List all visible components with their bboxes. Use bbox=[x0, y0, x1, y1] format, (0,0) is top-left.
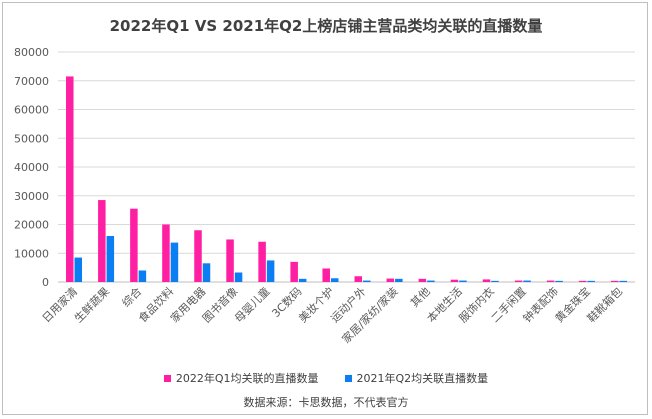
chart-frame: 2022年Q1 VS 2021年Q2上榜店铺主营品类均关联的直播数量 0 1000… bbox=[2, 2, 648, 415]
legend-item-series-2: 2021年Q2均关联直播数量 bbox=[344, 370, 489, 386]
bar-series-1 bbox=[482, 279, 491, 282]
chart-title: 2022年Q1 VS 2021年Q2上榜店铺主营品类均关联的直播数量 bbox=[109, 17, 543, 35]
bar-series-2 bbox=[491, 280, 499, 282]
bar-chart: 0 10000 20000 30000 40000 50000 60000 70000 8000… bbox=[14, 46, 635, 346]
bar-series-2 bbox=[395, 278, 403, 282]
bar-series-1 bbox=[450, 279, 459, 282]
bar-series-2 bbox=[523, 280, 531, 282]
x-tick-label: 生鲜蔬果 bbox=[71, 284, 112, 325]
bar-series-2 bbox=[330, 278, 339, 282]
bar-series-1 bbox=[98, 200, 106, 282]
y-tick-label: 30000 bbox=[14, 190, 49, 203]
bar-series-1 bbox=[354, 276, 363, 282]
bar-series-2 bbox=[619, 280, 627, 282]
bar-series-1 bbox=[130, 208, 138, 282]
bar-series-1 bbox=[610, 280, 619, 282]
legend-swatch-series-1 bbox=[163, 374, 171, 382]
bar-series-2 bbox=[106, 236, 115, 282]
x-tick-label: 鞋靴箱包 bbox=[584, 284, 625, 325]
bar-series-2 bbox=[234, 272, 243, 282]
bar-series-1 bbox=[226, 239, 234, 282]
legend-label-series-1: 2022年Q1均关联的直播数量 bbox=[175, 372, 319, 385]
chart-legend: 2022年Q1均关联的直播数量 2021年Q2均关联直播数量 bbox=[3, 370, 649, 386]
x-tick-label: 家居/家纺/家装 bbox=[339, 284, 401, 346]
bar-series-2 bbox=[587, 280, 595, 282]
bar-series-2 bbox=[363, 280, 371, 282]
y-tick-label: 0 bbox=[42, 276, 49, 289]
y-tick-label: 20000 bbox=[14, 219, 49, 232]
bar-series-2 bbox=[266, 260, 275, 282]
bar-series-2 bbox=[555, 280, 563, 282]
y-tick-label: 50000 bbox=[14, 132, 49, 145]
bar-series-1 bbox=[290, 261, 298, 282]
bar-series-1 bbox=[162, 224, 170, 282]
legend-label-series-2: 2021年Q2均关联直播数量 bbox=[356, 372, 489, 385]
bar-series-1 bbox=[66, 76, 74, 282]
bar-series-2 bbox=[298, 278, 307, 282]
x-tick-label: 母婴儿童 bbox=[231, 284, 272, 325]
y-tick-label: 60000 bbox=[14, 104, 49, 117]
bar-series-1 bbox=[322, 268, 330, 282]
bar-series-1 bbox=[194, 230, 202, 282]
x-tick-label: 综合 bbox=[119, 284, 144, 309]
bar-series-1 bbox=[258, 241, 266, 282]
bar-series-2 bbox=[427, 280, 435, 282]
bar-series-1 bbox=[514, 280, 523, 282]
bar-series-2 bbox=[74, 257, 83, 282]
bar-series-2 bbox=[170, 242, 179, 282]
y-tick-label: 40000 bbox=[14, 161, 49, 174]
bar-series-1 bbox=[386, 278, 395, 282]
x-tick-label: 其他 bbox=[408, 285, 433, 310]
bar-series-1 bbox=[546, 280, 555, 282]
y-tick-label: 70000 bbox=[14, 75, 49, 88]
bar-series-2 bbox=[138, 270, 147, 282]
bar-series-2 bbox=[202, 263, 211, 282]
bar-series-2 bbox=[459, 280, 467, 282]
legend-swatch-series-2 bbox=[344, 374, 352, 382]
y-tick-label: 10000 bbox=[14, 247, 49, 260]
bar-series-1 bbox=[578, 280, 587, 282]
legend-item-series-1: 2022年Q1均关联的直播数量 bbox=[163, 370, 319, 386]
source-note: 数据来源：卡思数据，不代表官方 bbox=[243, 396, 409, 409]
y-tick-label: 80000 bbox=[14, 46, 49, 59]
bar-series-1 bbox=[418, 278, 427, 282]
